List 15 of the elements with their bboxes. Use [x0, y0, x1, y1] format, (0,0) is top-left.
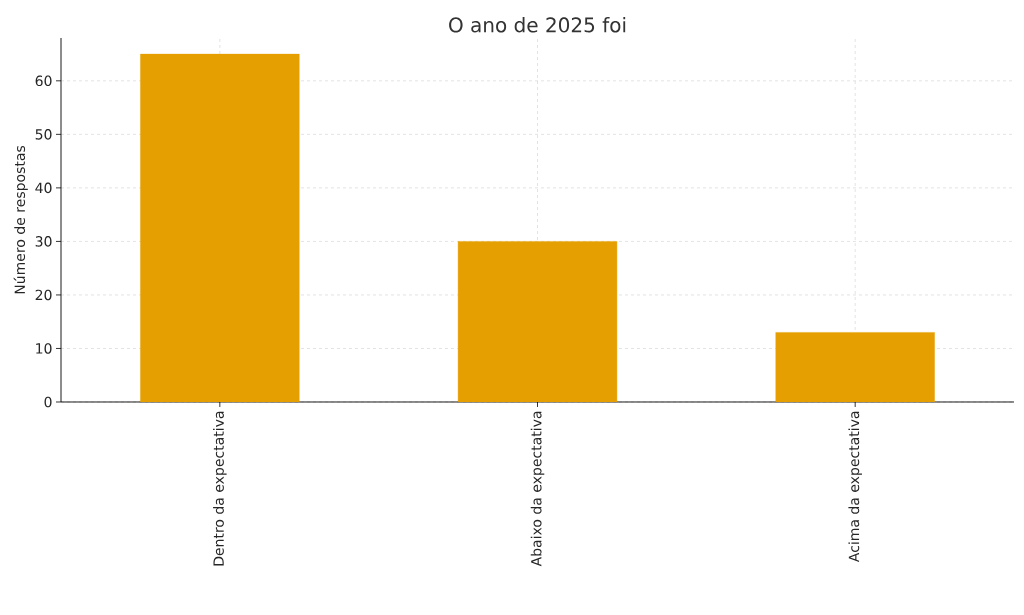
y-tick-label: 20 — [35, 289, 52, 301]
x-tick-label: Acima da expectativa — [848, 411, 862, 563]
bar — [140, 53, 300, 402]
y-axis-title: Número de respostas — [13, 145, 28, 294]
y-tick-label: 50 — [35, 129, 52, 140]
y-tick-label: 30 — [35, 236, 52, 247]
y-tick-label: 60 — [35, 75, 52, 87]
y-tick-label: 40 — [35, 182, 52, 194]
y-tick-label: 10 — [36, 343, 52, 354]
bar — [457, 241, 618, 402]
bar — [775, 332, 935, 402]
x-tick-label: Dentro da expectativa — [213, 411, 227, 566]
x-tick-label: Abaixo da expectativa — [530, 411, 545, 567]
chart-title: O ano de 2025 foi — [449, 16, 626, 33]
y-tick-label: 0 — [44, 396, 52, 408]
